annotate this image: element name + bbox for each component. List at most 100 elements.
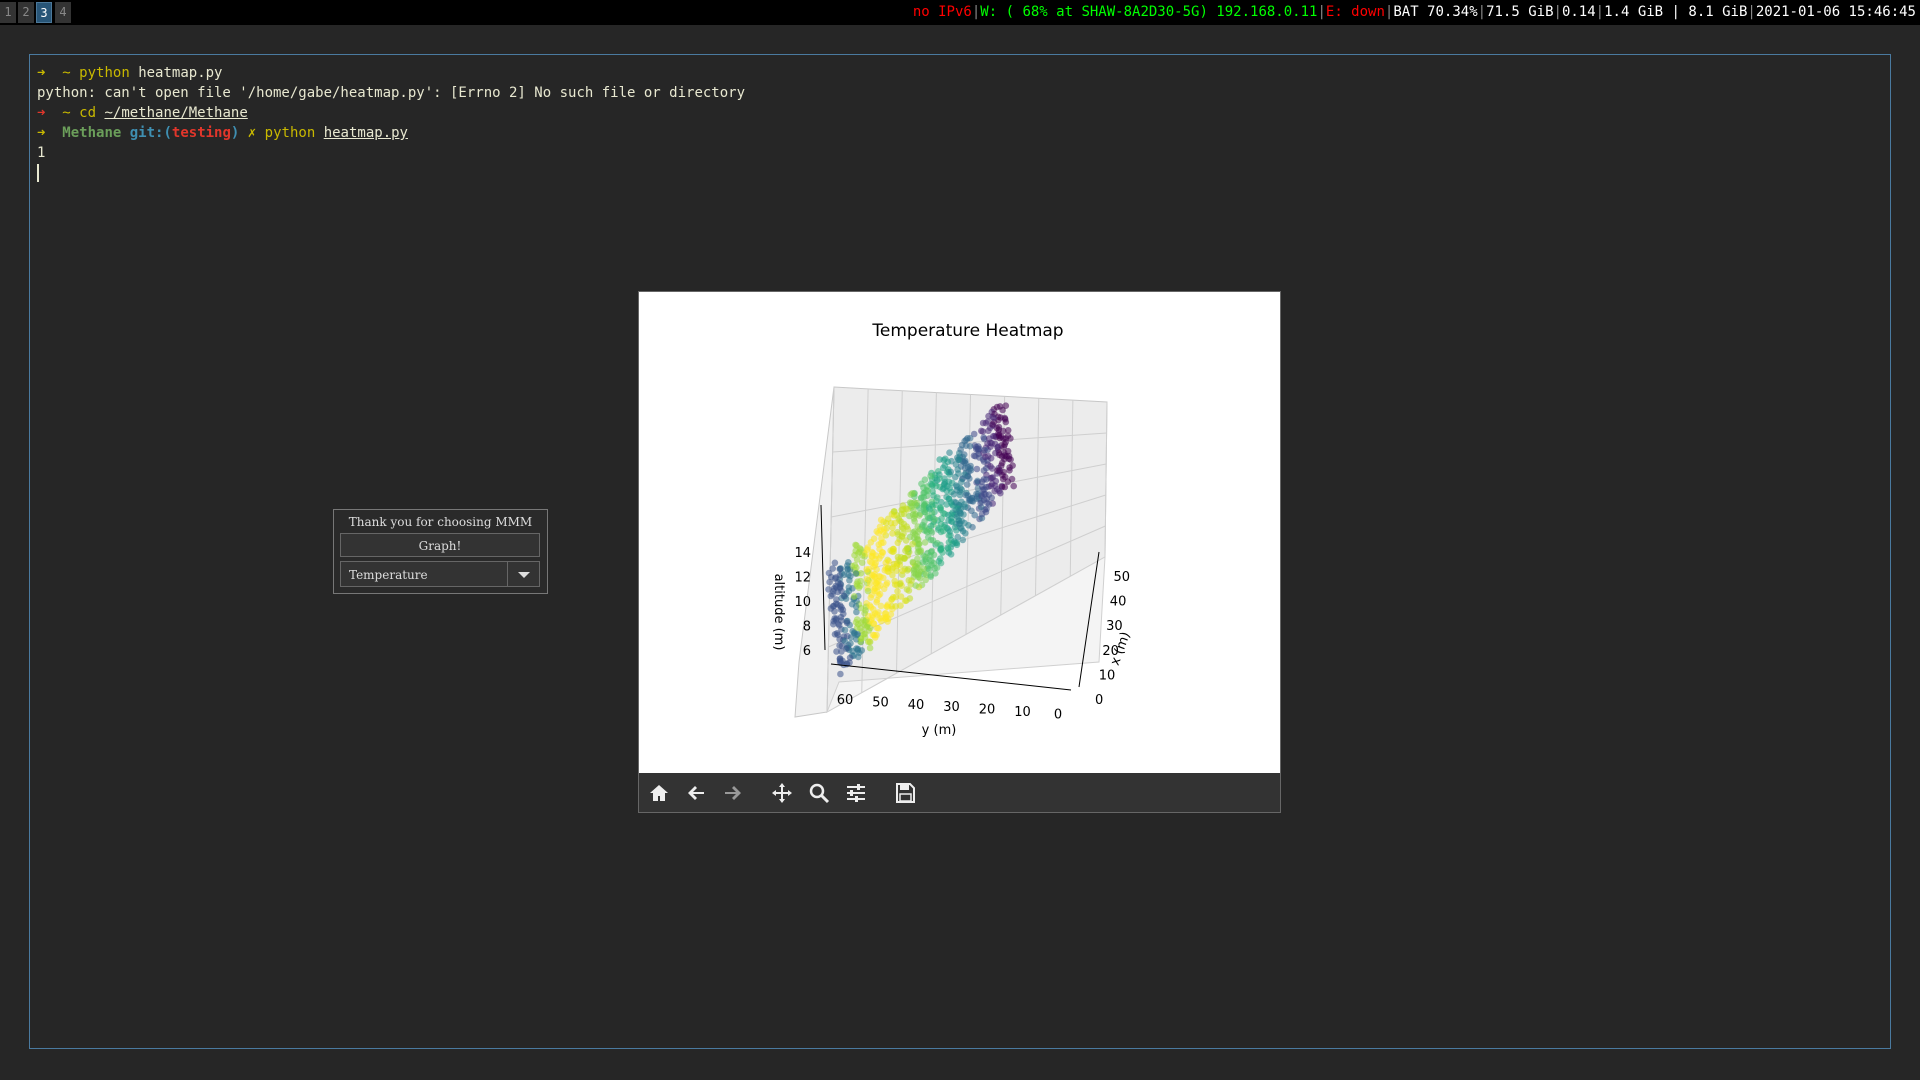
scatter-point: [880, 526, 888, 533]
scatter-point: [964, 472, 972, 480]
scatter-point: [884, 601, 892, 608]
matplotlib-window: Temperature Heatmap 60 50 40 30 20 10 0 0 10 20 30…: [638, 291, 1281, 813]
scatter-point: [866, 644, 874, 652]
grid-line: [965, 394, 971, 635]
scatter-point: [897, 602, 904, 609]
scatter-point: [971, 511, 978, 519]
scatter-point: [981, 447, 988, 454]
x-tick-label: 30: [1106, 619, 1123, 634]
ethernet-status: E: down: [1325, 4, 1385, 20]
home-icon[interactable]: [647, 781, 671, 805]
scatter-point: [873, 631, 880, 639]
scatter-point: [894, 587, 901, 595]
z-tick-label: 12: [794, 571, 811, 586]
scatter-point: [990, 414, 998, 422]
scatter-point: [961, 501, 968, 508]
grid-line: [1035, 398, 1040, 596]
scatter-point: [953, 513, 961, 520]
scatter-point: [954, 454, 961, 461]
scatter-point: [837, 670, 844, 678]
scatter-point: [980, 434, 987, 441]
terminal-line: 1: [37, 145, 46, 161]
scatter-point: [931, 565, 938, 572]
variable-dropdown[interactable]: Temperature: [340, 561, 540, 587]
workspace-4[interactable]: 4: [55, 2, 71, 23]
scatter-point: [932, 501, 939, 509]
scatter-point: [836, 636, 843, 643]
zoom-icon[interactable]: [807, 781, 831, 805]
scatter-point: [831, 575, 839, 582]
scatter-point: [909, 540, 916, 548]
scatter-point: [930, 560, 938, 567]
scatter-point: [831, 608, 838, 615]
chevron-down-icon[interactable]: [507, 562, 539, 586]
scatter-point: [880, 585, 888, 593]
scatter-point: [836, 583, 844, 590]
back-icon[interactable]: [684, 781, 708, 805]
scatter-point: [937, 559, 945, 567]
scatter-point: [961, 437, 968, 445]
workspace-2[interactable]: 2: [18, 2, 34, 23]
scatter-point: [953, 541, 961, 549]
scatter-point: [840, 592, 848, 600]
terminal-output: ➜ ~ python heatmap.py python: can't open …: [37, 63, 745, 183]
workspace-1[interactable]: 1: [0, 2, 16, 23]
scatter-point: [838, 648, 845, 655]
scatter-point: [1000, 443, 1008, 451]
z-tick-label: 6: [803, 644, 811, 659]
scatter-point: [927, 472, 934, 480]
scatter-point: [962, 530, 969, 537]
scatter-point: [875, 573, 883, 580]
scatter-point: [937, 505, 944, 512]
scatter-point: [978, 492, 985, 500]
scatter-point: [906, 499, 914, 506]
scatter-point: [918, 523, 926, 530]
scatter-point: [869, 614, 876, 621]
matplotlib-toolbar: [639, 773, 1280, 812]
scatter-point: [987, 463, 994, 470]
forward-icon[interactable]: [721, 781, 745, 805]
tick-labels: 60 50 40 30 20 10 0 0 10 20 30 40 50 14 12 10 8 6: [794, 546, 1130, 722]
scatter-point: [836, 658, 844, 666]
scatter-point: [861, 621, 868, 629]
scatter-point: [928, 529, 936, 536]
pan-icon[interactable]: [770, 781, 794, 805]
scatter-point: [996, 403, 1004, 410]
scatter-point: [923, 492, 931, 499]
heatmap-figure[interactable]: Temperature Heatmap 60 50 40 30 20 10 0 0 10 20 30…: [639, 292, 1280, 773]
scatter-point: [958, 486, 965, 493]
scatter-point: [903, 523, 910, 530]
scatter-point: [853, 608, 860, 616]
scatter-point: [873, 528, 880, 535]
scatter-point: [880, 539, 887, 546]
scatter-point: [958, 478, 965, 486]
scatter-point: [983, 505, 990, 513]
terminal-window[interactable]: ➜ ~ python heatmap.py python: can't open …: [29, 54, 1891, 1049]
scatter-point: [899, 567, 906, 575]
scatter-point: [863, 566, 870, 573]
scatter-point: [973, 465, 981, 473]
scatter-point: [914, 555, 921, 563]
scatter-point: [931, 515, 938, 523]
scatter-point: [921, 518, 928, 525]
load-status: 0.14: [1561, 4, 1596, 20]
scatter-point: [870, 620, 877, 627]
scatter-point: [840, 571, 848, 578]
scatter-point: [989, 421, 996, 428]
scatter-point: [891, 519, 899, 527]
configure-icon[interactable]: [844, 781, 868, 805]
scatter-point: [970, 452, 978, 459]
save-icon[interactable]: [893, 781, 917, 805]
y-tick-label: 50: [872, 695, 889, 710]
scatter-point: [884, 565, 892, 572]
scatter-point: [922, 558, 929, 565]
scatter-point: [836, 565, 844, 573]
workspace-3[interactable]: 3: [36, 2, 52, 23]
scatter-point: [996, 451, 1003, 459]
scatter-point: [938, 498, 945, 506]
scatter-point: [853, 616, 861, 623]
graph-button[interactable]: Graph!: [340, 533, 540, 557]
scatter-point: [906, 595, 914, 602]
scatter-point: [933, 477, 941, 484]
scatter-point: [916, 512, 923, 519]
